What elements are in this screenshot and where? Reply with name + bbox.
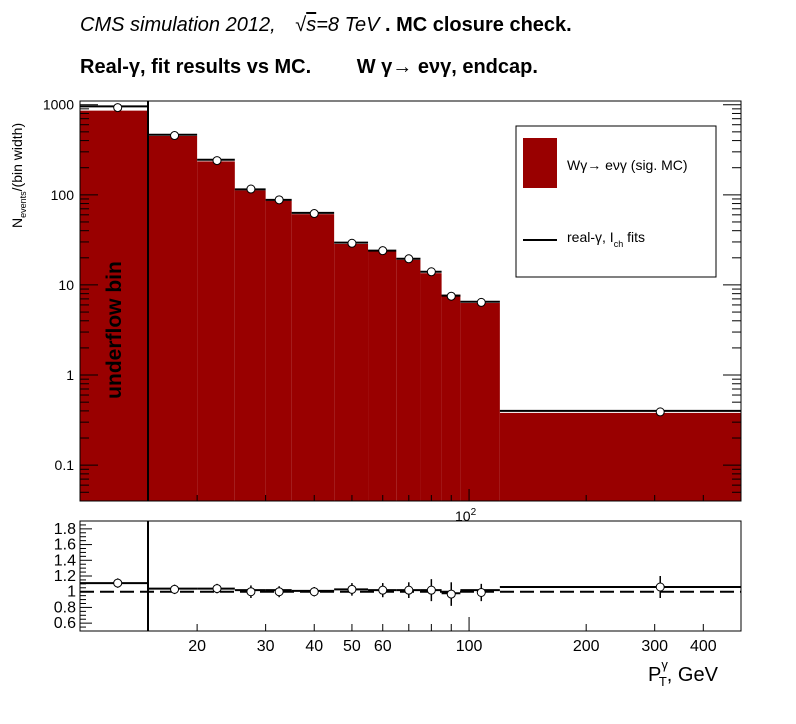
legend-signal-swatch	[523, 138, 557, 188]
ratio-x-tick-label: 40	[305, 638, 323, 655]
data-point	[113, 103, 123, 113]
y-tick-label: 10	[58, 277, 74, 293]
signal-bar	[234, 190, 266, 501]
main-x-tick-exponent: 102	[455, 507, 477, 524]
main-x-axis	[196, 489, 704, 501]
data-point	[426, 267, 436, 277]
signal-bar	[499, 412, 741, 501]
y-tick-label: 0.1	[55, 457, 75, 473]
data-point	[212, 156, 222, 166]
y-tick-label: 1	[66, 367, 74, 383]
signal-bar	[148, 135, 198, 501]
ratio-point	[476, 588, 486, 597]
data-point	[309, 209, 319, 219]
ratio-point	[347, 584, 357, 594]
data-point	[274, 195, 284, 205]
data-point	[655, 407, 665, 417]
legend: Wγ→ eνγ (sig. MC) real-γ, Ich fits	[515, 125, 717, 278]
ratio-point	[113, 578, 123, 588]
data-point	[170, 131, 180, 141]
ratio-point	[212, 584, 222, 594]
main-y-axis: 0.1 1 10 100 1000	[43, 97, 741, 502]
chart-title-line1: CMS simulation 2012, √s=8 TeV . MC closu…	[80, 14, 572, 37]
ratio-y-tick-label: 1.4	[54, 552, 76, 569]
x-axis-title: Pγ T, GeV	[648, 657, 719, 689]
signal-bar	[396, 259, 421, 501]
chart-title-line2: Real-γ, fit results vs MC. W γ→ eνγ, end…	[80, 56, 538, 79]
ratio-y-tick-label: 1	[67, 584, 76, 601]
ratio-y-tick-label: 0.8	[54, 599, 76, 616]
signal-bar	[197, 161, 235, 502]
title-channel-label: W γ→ eνγ, endcap.	[356, 56, 538, 78]
ratio-x-tick-label: 200	[573, 638, 600, 655]
ratio-x-tick-label: 30	[257, 638, 275, 655]
legend-signal-label: Wγ→ eνγ (sig. MC)	[567, 157, 688, 173]
title-energy: =8 TeV	[316, 14, 380, 36]
ratio-x-tick-label: 60	[374, 638, 392, 655]
ratio-point	[170, 584, 180, 594]
ratio-point	[246, 587, 256, 597]
y-tick-label: 1000	[43, 97, 74, 113]
underflow-bin-label: underflow bin	[103, 261, 126, 399]
ratio-panel-content	[80, 576, 741, 606]
ratio-point	[274, 587, 284, 597]
signal-bar	[460, 303, 500, 501]
title-cms-label: CMS simulation 2012,	[80, 14, 276, 36]
ratio-y-axis: 0.60.811.21.41.61.8	[54, 521, 92, 632]
ratio-x-tick-label: 100	[456, 638, 483, 655]
ratio-point	[309, 587, 319, 597]
ratio-plot-frame	[79, 520, 742, 632]
signal-bar	[420, 273, 442, 501]
ratio-y-tick-label: 1.8	[54, 521, 76, 538]
y-tick-label: 100	[51, 187, 75, 203]
ratio-point	[404, 585, 414, 595]
signal-bar	[441, 294, 461, 501]
title-sqrt-symbol: s	[306, 14, 317, 36]
signal-bar	[334, 243, 369, 501]
title-sqrt-s: √s=8 TeV	[295, 14, 380, 36]
ratio-point	[655, 582, 665, 592]
ratio-point	[426, 585, 436, 595]
main-plot-frame	[79, 100, 742, 502]
ratio-x-tick-label: 50	[343, 638, 361, 655]
ratio-y-tick-label: 1.6	[54, 537, 76, 554]
ratio-y-tick-label: 1.2	[54, 568, 76, 585]
title-fit-label: Real-γ, fit results vs MC.	[80, 56, 312, 78]
data-point	[246, 184, 256, 194]
data-point	[378, 246, 388, 256]
ratio-x-tick-label: 20	[188, 638, 206, 655]
data-point	[404, 254, 414, 264]
main-histogram	[80, 110, 741, 502]
signal-bar	[265, 200, 292, 502]
ratio-x-tick-label: 400	[690, 638, 717, 655]
title-closure-label: . MC closure check.	[384, 14, 572, 36]
data-point	[446, 291, 456, 301]
main-y-axis-title: Nevents/(bin width)	[9, 123, 28, 228]
legend-fit-label: real-γ, Ich fits	[567, 229, 645, 249]
main-points	[113, 103, 665, 417]
signal-bar	[368, 251, 397, 501]
ratio-x-axis: 20 30 40 50 60 100 200 300 400	[188, 617, 717, 655]
ratio-point	[446, 589, 456, 599]
signal-bar	[291, 214, 335, 501]
signal-bar	[80, 110, 149, 501]
ratio-point	[378, 585, 388, 595]
data-point	[347, 238, 357, 248]
ratio-y-tick-label: 0.6	[54, 615, 76, 632]
data-point	[476, 297, 486, 307]
ratio-x-tick-label: 300	[641, 638, 668, 655]
